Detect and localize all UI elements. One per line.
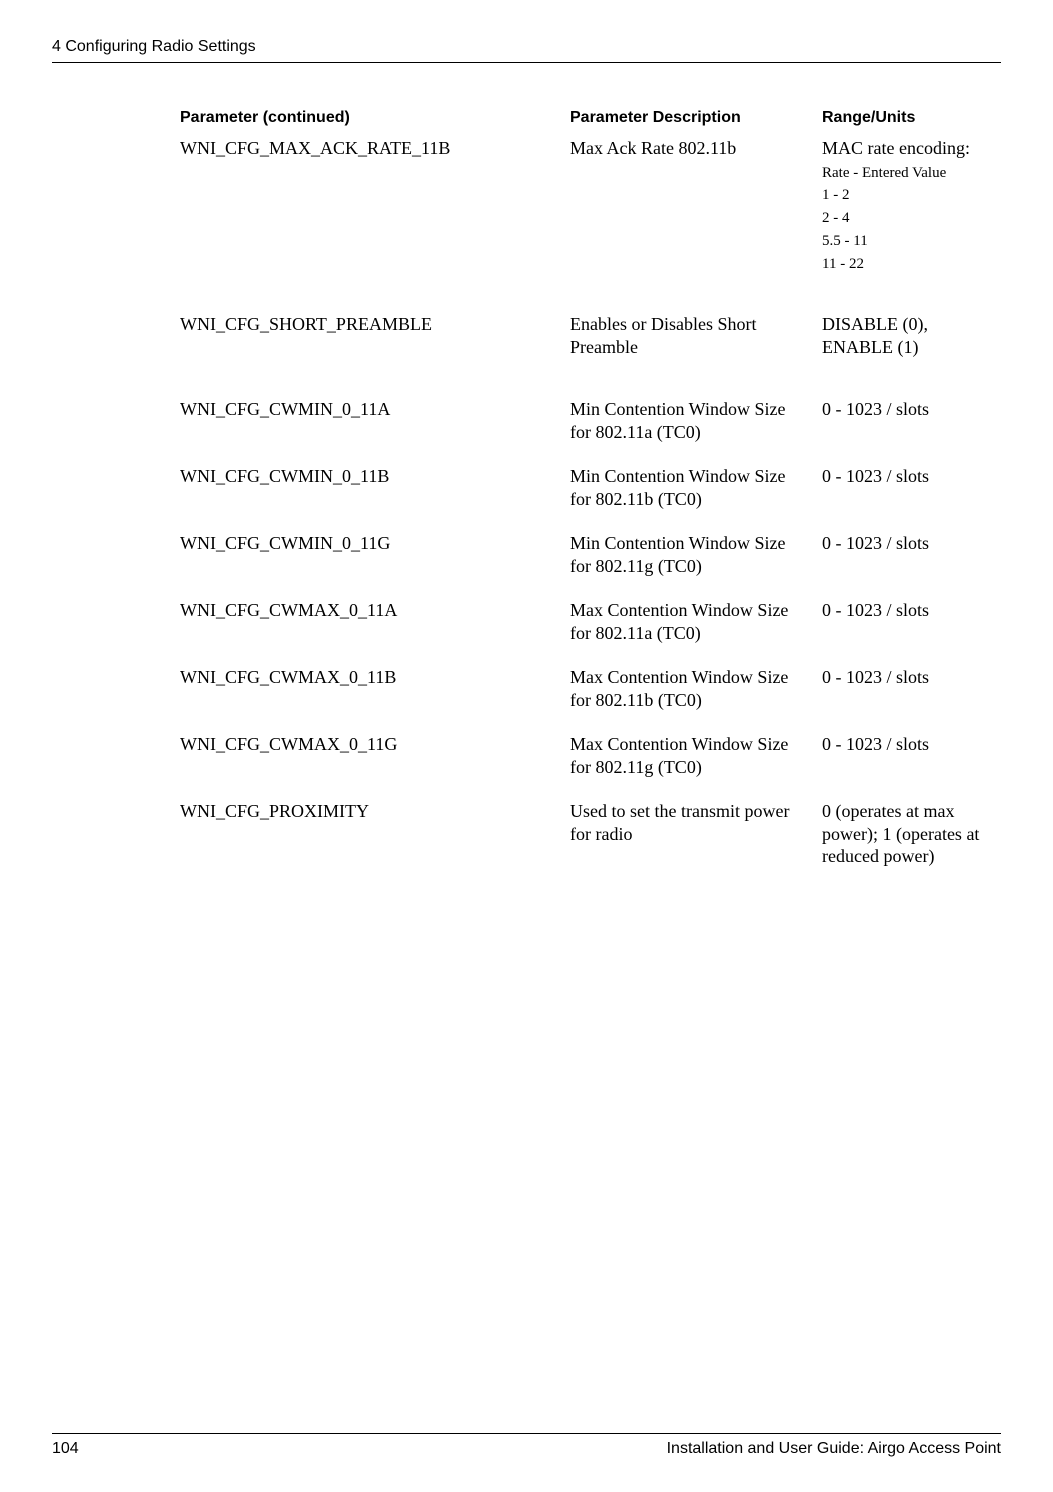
cell-description: Max Contention Window Size for 802.11a (… — [570, 599, 822, 666]
footer-doc-title: Installation and User Guide: Airgo Acces… — [667, 1440, 1001, 1458]
footer-rule — [52, 1433, 1001, 1434]
table-row: WNI_CFG_CWMAX_0_11AMax Contention Window… — [180, 599, 1001, 666]
cell-description: Used to set the transmit power for radio — [570, 800, 822, 890]
col-header-range: Range/Units — [822, 109, 1001, 137]
table-row: WNI_CFG_CWMIN_0_11AMin Contention Window… — [180, 398, 1001, 465]
cell-description: Enables or Disables Short Preamble — [570, 313, 822, 398]
table-row: WNI_CFG_MAX_ACK_RATE_11BMax Ack Rate 802… — [180, 137, 1001, 313]
cell-range: DISABLE (0), ENABLE (1) — [822, 313, 1001, 398]
range-main: 0 - 1023 / slots — [822, 600, 929, 620]
col-header-parameter: Parameter (continued) — [180, 109, 570, 137]
range-main: 0 - 1023 / slots — [822, 399, 929, 419]
table-row: WNI_CFG_CWMAX_0_11BMax Contention Window… — [180, 666, 1001, 733]
cell-range: 0 - 1023 / slots — [822, 465, 1001, 532]
range-main: DISABLE (0), ENABLE (1) — [822, 314, 928, 357]
cell-parameter: WNI_CFG_SHORT_PREAMBLE — [180, 313, 570, 398]
range-main: MAC rate encoding: — [822, 138, 970, 158]
cell-range: 0 - 1023 / slots — [822, 733, 1001, 800]
page: 4 Configuring Radio Settings Parameter (… — [0, 0, 1053, 1492]
range-main: 0 (operates at max power); 1 (operates a… — [822, 801, 979, 866]
range-main: 0 - 1023 / slots — [822, 734, 929, 754]
table-header-row: Parameter (continued) Parameter Descript… — [180, 109, 1001, 137]
range-main: 0 - 1023 / slots — [822, 466, 929, 486]
range-main: 0 - 1023 / slots — [822, 533, 929, 553]
table-row: WNI_CFG_SHORT_PREAMBLEEnables or Disable… — [180, 313, 1001, 398]
cell-range: 0 - 1023 / slots — [822, 532, 1001, 599]
footer-page-number: 104 — [52, 1440, 79, 1458]
parameter-table: Parameter (continued) Parameter Descript… — [180, 109, 1001, 890]
footer-row: 104 Installation and User Guide: Airgo A… — [52, 1440, 1001, 1458]
cell-description: Max Contention Window Size for 802.11g (… — [570, 733, 822, 800]
cell-range: MAC rate encoding: Rate - Entered Value1 … — [822, 137, 1001, 313]
content-area: Parameter (continued) Parameter Descript… — [180, 109, 1001, 890]
table-row: WNI_CFG_CWMIN_0_11GMin Contention Window… — [180, 532, 1001, 599]
cell-description: Max Ack Rate 802.11b — [570, 137, 822, 313]
cell-range: 0 - 1023 / slots — [822, 666, 1001, 733]
cell-parameter: WNI_CFG_CWMAX_0_11G — [180, 733, 570, 800]
cell-description: Min Contention Window Size for 802.11g (… — [570, 532, 822, 599]
cell-parameter: WNI_CFG_CWMIN_0_11A — [180, 398, 570, 465]
cell-description: Min Contention Window Size for 802.11b (… — [570, 465, 822, 532]
header-rule — [52, 62, 1001, 63]
cell-parameter: WNI_CFG_CWMAX_0_11A — [180, 599, 570, 666]
page-footer: 104 Installation and User Guide: Airgo A… — [52, 1433, 1001, 1458]
cell-parameter: WNI_CFG_PROXIMITY — [180, 800, 570, 890]
cell-parameter: WNI_CFG_MAX_ACK_RATE_11B — [180, 137, 570, 313]
table-body: WNI_CFG_MAX_ACK_RATE_11BMax Ack Rate 802… — [180, 137, 1001, 890]
range-sub: Rate - Entered Value1 - 22 - 45.5 - 1111… — [822, 165, 946, 272]
table-row: WNI_CFG_PROXIMITYUsed to set the transmi… — [180, 800, 1001, 890]
cell-range: 0 - 1023 / slots — [822, 398, 1001, 465]
cell-parameter: WNI_CFG_CWMIN_0_11B — [180, 465, 570, 532]
cell-description: Max Contention Window Size for 802.11b (… — [570, 666, 822, 733]
cell-parameter: WNI_CFG_CWMIN_0_11G — [180, 532, 570, 599]
range-main: 0 - 1023 / slots — [822, 667, 929, 687]
cell-range: 0 - 1023 / slots — [822, 599, 1001, 666]
table-row: WNI_CFG_CWMAX_0_11GMax Contention Window… — [180, 733, 1001, 800]
cell-range: 0 (operates at max power); 1 (operates a… — [822, 800, 1001, 890]
cell-description: Min Contention Window Size for 802.11a (… — [570, 398, 822, 465]
running-head: 4 Configuring Radio Settings — [52, 38, 1001, 56]
col-header-description: Parameter Description — [570, 109, 822, 137]
table-row: WNI_CFG_CWMIN_0_11BMin Contention Window… — [180, 465, 1001, 532]
cell-parameter: WNI_CFG_CWMAX_0_11B — [180, 666, 570, 733]
